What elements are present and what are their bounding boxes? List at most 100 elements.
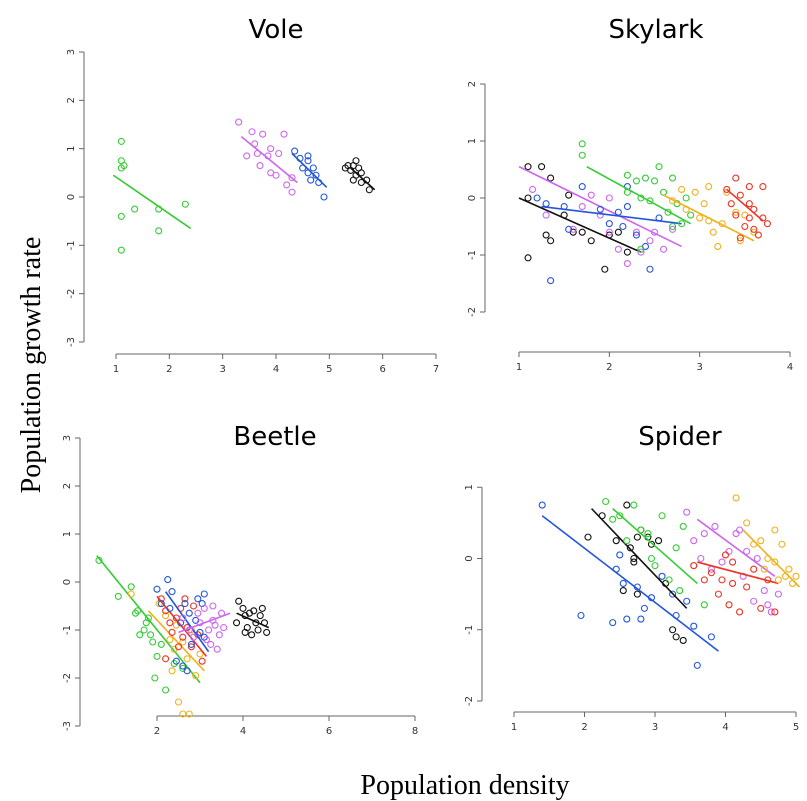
skylark-data-point	[659, 245, 668, 253]
beetle-data-point	[198, 657, 206, 665]
skylark-data-point	[601, 265, 609, 273]
beetle-x-tick-label: 2	[154, 726, 160, 737]
spider-series-orange	[732, 494, 801, 588]
skylark-y-tick-label: 2	[467, 81, 478, 87]
vole-data-point	[235, 118, 243, 126]
beetle-data-point	[179, 633, 187, 641]
beetle-data-point	[196, 650, 204, 658]
spider-y-tick-label: -2	[464, 696, 475, 706]
skylark-data-point	[745, 214, 753, 222]
beetle-regression-line	[236, 612, 270, 629]
spider-data-point	[707, 633, 715, 641]
skylark-series-black	[518, 163, 642, 273]
vole-x-axis: 1 2 3 4 5 6 7	[113, 353, 439, 375]
skylark-data-point	[524, 163, 532, 171]
beetle-data-point	[233, 619, 241, 627]
spider-data-point	[760, 587, 768, 595]
skylark-data-point	[619, 222, 627, 231]
spider-data-point	[778, 540, 786, 548]
beetle-data-point	[213, 645, 221, 653]
spider-series-violet	[683, 508, 782, 616]
skylark-data-point	[542, 231, 550, 239]
skylark-data-point	[641, 174, 650, 182]
skylark-data-point	[632, 228, 640, 236]
beetle-data-point	[185, 609, 193, 617]
spider-data-point	[623, 537, 631, 545]
beetle-series-green	[95, 555, 201, 694]
beetle-data-point	[250, 607, 258, 615]
vole-data-point	[131, 205, 139, 213]
skylark-data-point	[759, 183, 767, 191]
spider-data-point	[718, 576, 726, 584]
skylark-data-point	[623, 203, 631, 211]
spider-data-point	[630, 558, 638, 566]
skylark-data-point	[669, 225, 677, 233]
skylark-data-point	[578, 151, 586, 159]
vole-y-axis: -3 -2 -1 0 1 2 3	[66, 49, 85, 347]
spider-data-point	[640, 604, 648, 612]
skylark-data-point	[745, 183, 753, 191]
spider-series-black	[584, 501, 688, 644]
skylark-data-point	[736, 234, 744, 242]
skylark-data-point	[646, 197, 654, 205]
spider-data-point	[743, 519, 751, 527]
beetle-data-point	[147, 631, 155, 639]
beetle-x-tick-label: 4	[240, 726, 246, 737]
beetle-data-point	[162, 612, 170, 620]
skylark-data-point	[741, 222, 749, 231]
skylark-data-point	[723, 185, 731, 193]
x-axis-label: Population density	[360, 770, 569, 801]
beetle-data-point	[254, 626, 262, 634]
beetle-data-point	[179, 614, 187, 622]
beetle-regression-line	[96, 555, 201, 684]
skylark-x-tick-label: 4	[787, 362, 793, 373]
beetle-data-point	[187, 640, 195, 648]
beetle-data-point	[174, 698, 183, 706]
skylark-data-point	[669, 222, 677, 231]
skylark-data-point	[578, 183, 586, 191]
skylark-data-point	[547, 277, 555, 285]
vole-series-blue	[291, 147, 328, 201]
vole-series-black	[341, 157, 376, 194]
vole-y-tick-label: -2	[66, 289, 77, 299]
spider-data-point	[669, 626, 677, 634]
spider-data-point	[774, 590, 782, 598]
vole-data-point	[120, 162, 128, 170]
beetle-y-axis: -3 -2 -1 0 1 2 3	[62, 435, 81, 731]
skylark-data-point	[682, 194, 690, 202]
spider-data-point	[633, 590, 641, 598]
vole-data-point	[349, 176, 357, 184]
beetle-data-point	[153, 585, 161, 593]
skylark-data-point	[542, 200, 550, 208]
vole-y-tick-label: 2	[66, 97, 77, 103]
skylark-x-axis: 1 2 3 4	[516, 351, 793, 373]
skylark-data-point	[578, 140, 586, 148]
beetle-data-point	[127, 590, 135, 598]
panel-spider: Spider 1 2 3 4 5 -2 -1 0 1	[464, 422, 801, 733]
skylark-data-point	[623, 259, 631, 268]
vole-x-tick-label: 5	[326, 364, 332, 375]
skylark-data-point	[732, 211, 740, 219]
spider-data-point	[609, 515, 617, 523]
beetle-data-point	[179, 638, 187, 646]
spider-data-point	[693, 661, 701, 669]
skylark-data-point	[650, 177, 659, 185]
spider-series-red	[690, 551, 779, 616]
skylark-regression-line	[663, 194, 755, 242]
spider-data-point	[577, 611, 585, 620]
skylark-y-tick-label: 1	[467, 138, 478, 144]
beetle-data-point	[136, 631, 144, 639]
beetle-x-tick-label: 6	[326, 726, 332, 737]
skylark-data-point	[605, 220, 613, 228]
skylark-x-tick-label: 1	[516, 362, 522, 373]
beetle-data-point	[205, 626, 213, 634]
skylark-data-point	[528, 185, 537, 193]
skylark-regression-line	[541, 205, 682, 225]
spider-data-point	[718, 558, 726, 566]
beetle-y-tick-label: -1	[62, 625, 73, 635]
beetle-data-point	[181, 595, 189, 603]
beetle-y-tick-label: -3	[62, 721, 73, 731]
vole-x-tick-label: 2	[166, 364, 172, 375]
beetle-x-axis: 2 4 6 8	[154, 715, 418, 737]
